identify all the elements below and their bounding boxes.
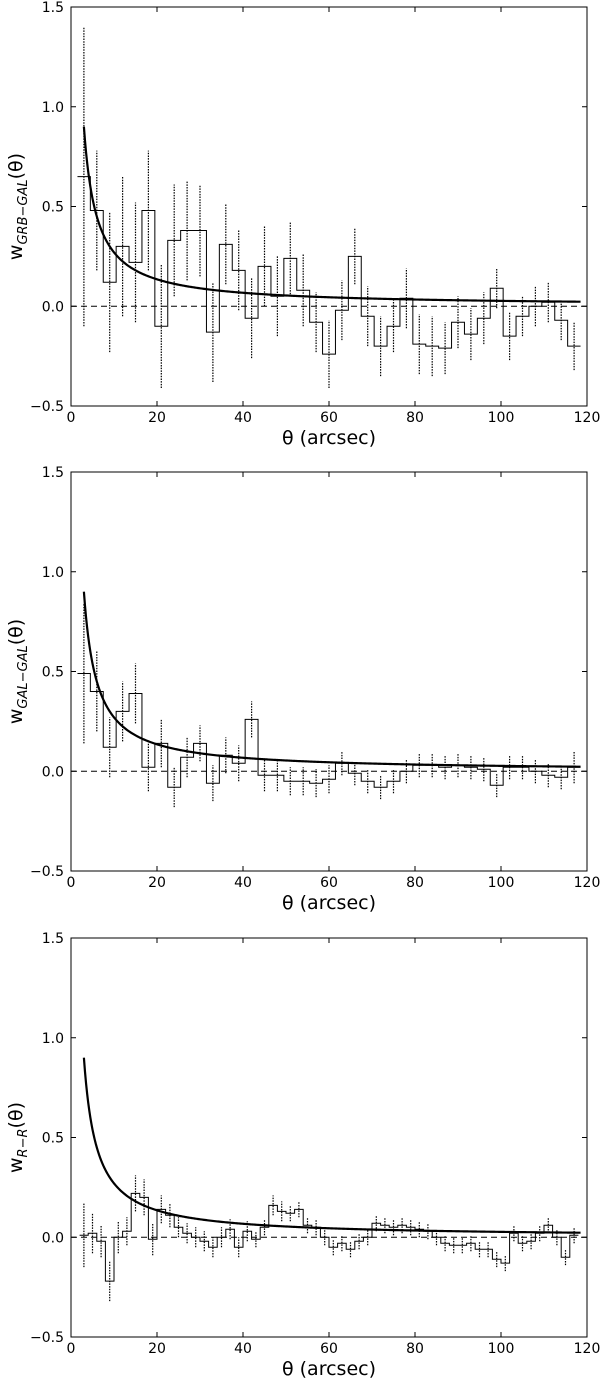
x-tick-label: 20 xyxy=(148,875,166,891)
x-tick-label: 0 xyxy=(67,1341,76,1357)
x-tick-label: 120 xyxy=(574,1341,600,1357)
y-axis-label-subscript: GRB−GAL xyxy=(16,179,31,244)
chart-panel-3: 0 20 40 60 80 100 120 −0.5 0.0 0.5 1.0 1.5 θ (arcsec… xyxy=(5,931,600,1379)
x-tick-label: 60 xyxy=(320,410,338,426)
y-tick-label: −0.5 xyxy=(30,1330,64,1346)
y-tick-label: 0.0 xyxy=(42,1230,64,1246)
x-tick-label: 100 xyxy=(488,875,515,891)
x-tick-label: 20 xyxy=(148,410,166,426)
x-tick-label: 120 xyxy=(574,875,600,891)
model-curve xyxy=(82,591,581,768)
y-axis-label-main: w xyxy=(5,245,27,261)
y-tick-label: 1.5 xyxy=(42,465,64,481)
y-tick-label: 0.5 xyxy=(42,200,64,216)
y-tick-label: 0.0 xyxy=(42,299,64,315)
chart-panel-2: 0 20 40 60 80 100 120 −0.5 0.0 0.5 1.0 1.5 θ (arcsec… xyxy=(5,465,600,914)
x-tick-label: 20 xyxy=(148,1341,166,1357)
x-tick-label: 80 xyxy=(406,410,424,426)
model-curve xyxy=(82,126,581,303)
x-tick-label: 40 xyxy=(234,1341,252,1357)
x-tick-label: 0 xyxy=(67,410,76,426)
y-axis-label-subscript: R−R xyxy=(16,1128,31,1157)
y-tick-label: 0.0 xyxy=(42,764,64,780)
x-tick-label: 120 xyxy=(574,410,600,426)
x-tick-label: 80 xyxy=(406,875,424,891)
y-axis-label-subscript: GAL−GAL xyxy=(16,645,31,708)
y-tick-label: 1.5 xyxy=(42,0,64,16)
chart-panel-1: 0 20 40 60 80 100 120 −0.5 0.0 0.5 1.0 1.5 θ (arcsec… xyxy=(5,0,600,449)
y-axis-label-main: w xyxy=(5,709,27,725)
y-axis-label-argument: (θ) xyxy=(5,1102,27,1128)
y-tick-label: 0.5 xyxy=(42,665,64,681)
x-tick-label: 100 xyxy=(488,410,515,426)
y-tick-label: 1.0 xyxy=(42,565,64,581)
y-tick-label: −0.5 xyxy=(30,864,64,880)
plot-frame xyxy=(70,471,588,872)
y-tick-label: −0.5 xyxy=(30,399,64,415)
model-curve xyxy=(82,1057,581,1234)
x-axis-label: θ (arcsec) xyxy=(282,427,376,449)
plot-frame xyxy=(70,937,588,1338)
data-step-line xyxy=(77,176,581,355)
y-tick-label: 1.0 xyxy=(42,100,64,116)
x-tick-label: 0 xyxy=(67,875,76,891)
data-step-line xyxy=(79,1192,579,1282)
y-tick-label: 1.5 xyxy=(42,931,64,947)
x-tick-label: 60 xyxy=(320,1341,338,1357)
y-axis-label: wR−R(θ) xyxy=(5,1102,31,1173)
x-axis-label: θ (arcsec) xyxy=(282,892,376,914)
y-axis-label-argument: (θ) xyxy=(5,619,27,645)
x-axis-label: θ (arcsec) xyxy=(282,1358,376,1379)
y-axis-label: wGAL−GAL(θ) xyxy=(5,619,31,724)
y-tick-label: 0.5 xyxy=(42,1131,64,1147)
y-axis-label: wGRB−GAL(θ) xyxy=(5,153,31,260)
y-axis-label-argument: (θ) xyxy=(5,153,27,179)
x-tick-label: 40 xyxy=(234,875,252,891)
x-tick-label: 40 xyxy=(234,410,252,426)
y-axis-label-main: w xyxy=(5,1157,27,1173)
x-tick-label: 60 xyxy=(320,875,338,891)
x-tick-label: 100 xyxy=(488,1341,515,1357)
x-tick-label: 80 xyxy=(406,1341,424,1357)
y-tick-label: 1.0 xyxy=(42,1031,64,1047)
